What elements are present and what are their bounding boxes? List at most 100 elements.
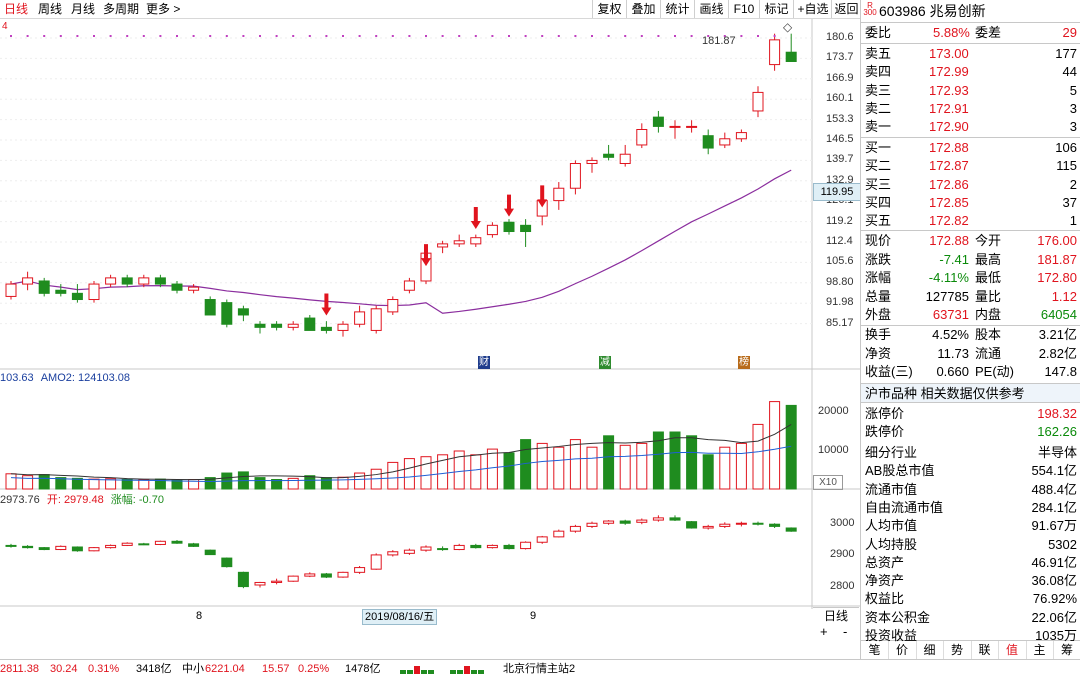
fund-value: 147.8 xyxy=(1044,363,1077,381)
tab-weekly[interactable]: 周线 xyxy=(38,0,62,18)
period-marker: 4 xyxy=(2,21,8,32)
candle-body xyxy=(56,290,66,293)
rank-event-tag[interactable]: 榜 xyxy=(738,356,750,369)
volume-bar xyxy=(321,478,331,489)
volume-bar xyxy=(471,455,481,489)
marker-dot xyxy=(126,35,128,37)
limit-down-label: 跌停价 xyxy=(865,423,904,441)
ask-volume: 44 xyxy=(1063,63,1077,81)
volume-bar xyxy=(670,432,680,489)
diamond-icon[interactable]: ◇ xyxy=(783,20,792,34)
f10-button[interactable]: F10 xyxy=(728,0,759,18)
marker-dot xyxy=(691,35,693,37)
sme-index-label[interactable]: 中小 xyxy=(182,660,204,678)
candle-body xyxy=(554,188,564,200)
marker-dot xyxy=(226,35,228,37)
volume-legend-value: 103.63 xyxy=(0,372,34,384)
adjust-button[interactable]: 复权 xyxy=(592,0,626,18)
candle-body xyxy=(23,278,33,284)
marker-dot xyxy=(757,35,759,37)
mark-button[interactable]: 标记 xyxy=(759,0,793,18)
index-candle-body xyxy=(421,547,431,550)
price-axis-label: 112.4 xyxy=(826,235,853,247)
candle-body xyxy=(288,324,298,327)
candle-body xyxy=(504,222,514,231)
tab-multi-period[interactable]: 多周期 xyxy=(103,0,139,18)
bid-label: 买四 xyxy=(865,194,891,212)
stat-label: 现价 xyxy=(865,232,891,250)
sme-index-value: 6221.04 xyxy=(205,660,245,678)
tab-monthly[interactable]: 月线 xyxy=(71,0,95,18)
index-candle-body xyxy=(205,550,215,554)
info-value: 5302 xyxy=(1048,536,1077,554)
info-label: 流通市值 xyxy=(865,481,917,499)
sh-index-value[interactable]: 2811.38 xyxy=(0,660,39,678)
index-candle-body xyxy=(238,572,248,586)
index-candle-body xyxy=(570,526,580,531)
index-candle-body xyxy=(587,523,597,526)
bid-volume: 2 xyxy=(1070,176,1077,194)
info-label: 权益比 xyxy=(865,590,904,608)
financial-event-tag[interactable]: 财 xyxy=(478,356,490,369)
ask-volume: 3 xyxy=(1070,100,1077,118)
fund-value: 3.21亿 xyxy=(1039,326,1077,344)
index-candle-body xyxy=(504,545,514,548)
index-candle-body xyxy=(72,547,82,551)
bid-price: 172.86 xyxy=(929,176,969,194)
back-button[interactable]: 返回 xyxy=(831,0,861,18)
marker-dot xyxy=(425,35,427,37)
candle-body xyxy=(587,160,597,163)
info-label: AB股总市值 xyxy=(865,462,934,480)
index-candle-body xyxy=(687,522,697,528)
reduce-event-tag[interactable]: 减 xyxy=(599,356,611,369)
zoom-in-button[interactable]: + xyxy=(820,624,828,639)
volume-bar xyxy=(6,474,16,489)
sh-index-change: 30.24 xyxy=(50,660,78,678)
info-value: 22.06亿 xyxy=(1031,609,1077,627)
price-axis-label: 180.6 xyxy=(826,31,854,43)
stat-label: 涨幅 xyxy=(865,269,891,287)
add-watchlist-button[interactable]: +自选 xyxy=(793,0,832,18)
volume-bar xyxy=(305,476,315,489)
ask-volume: 177 xyxy=(1055,45,1077,63)
stat-label: 总量 xyxy=(865,288,891,306)
server-station[interactable]: 北京行情主站2 xyxy=(503,660,575,678)
info-label: 细分行业 xyxy=(865,444,917,462)
index-candle-body xyxy=(272,581,282,582)
overlay-button[interactable]: 叠加 xyxy=(626,0,660,18)
zoom-out-button[interactable]: - xyxy=(843,624,847,639)
marker-dot xyxy=(624,35,626,37)
index-candle-body xyxy=(770,524,780,526)
stats-button[interactable]: 统计 xyxy=(660,0,694,18)
candle-body xyxy=(404,281,414,290)
tab-daily[interactable]: 日线 xyxy=(4,0,28,18)
bid-price: 172.87 xyxy=(929,157,969,175)
candle-body xyxy=(670,126,680,127)
stat-label: 内盘 xyxy=(975,306,1001,324)
more-menu[interactable]: 更多 > xyxy=(146,0,180,18)
candle-body xyxy=(139,278,149,284)
candle-body xyxy=(371,309,381,331)
marker-dot xyxy=(392,35,394,37)
draw-button[interactable]: 画线 xyxy=(694,0,728,18)
candle-body xyxy=(189,287,199,290)
marker-dot xyxy=(641,35,643,37)
volume-bar xyxy=(537,443,547,489)
candle-body xyxy=(720,139,730,145)
candle-body xyxy=(355,312,365,324)
sme-index-change: 15.57 xyxy=(262,660,290,678)
kline-chart[interactable] xyxy=(0,19,860,659)
index-candle-body xyxy=(554,531,564,537)
marker-dot xyxy=(375,35,377,37)
index-candle-body xyxy=(321,574,331,577)
period-selector[interactable]: 日线 xyxy=(813,607,859,624)
